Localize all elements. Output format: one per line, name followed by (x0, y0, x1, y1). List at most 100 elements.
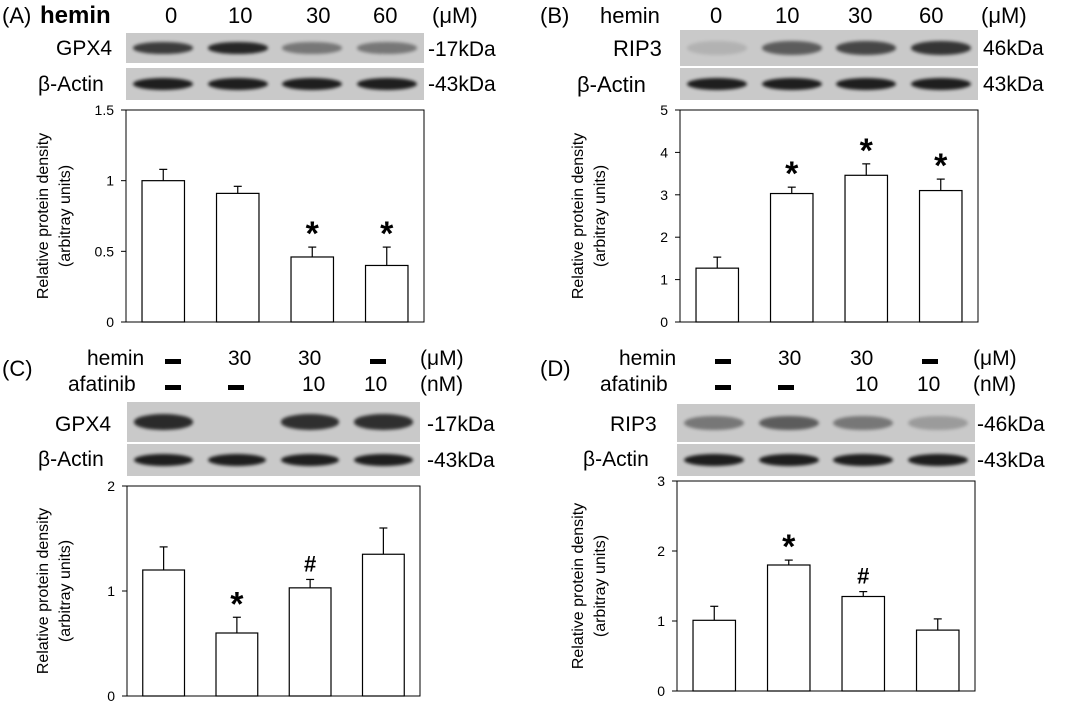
unit-label: (nM) (420, 373, 464, 396)
minus-sign (228, 384, 244, 390)
protein-label: GPX4 (55, 413, 112, 436)
size-marker: 46kDa (983, 37, 1044, 60)
protein-label: GPX4 (56, 37, 113, 60)
bar-chart-c: 0 1 2 Relative protein density (arbitray uni… (35, 478, 421, 704)
minus-sign (715, 384, 731, 390)
bar (361, 553, 405, 697)
minus-sign (778, 384, 794, 390)
blot-band (910, 77, 971, 91)
blot-band (356, 42, 417, 54)
bar (844, 174, 889, 323)
minus-sign (370, 358, 386, 364)
blot-band (280, 414, 340, 430)
panel-letter: (A) (2, 3, 32, 28)
unit-label: (μM) (981, 3, 1027, 28)
significance-asterisk: * (380, 215, 394, 253)
western-blot-actin (126, 68, 424, 100)
y-tick-label: 0 (106, 314, 114, 330)
y-axis-label: (arbitray units) (592, 165, 609, 267)
size-marker: -43kDa (977, 449, 1045, 472)
hemin-label: hemin (600, 3, 660, 28)
y-axis-label: (arbitray units) (57, 165, 74, 267)
size-marker: -17kDa (428, 38, 496, 61)
hemin-dose: 10 (775, 3, 800, 28)
blot-band (684, 453, 745, 467)
blot-band (684, 415, 745, 431)
bar (766, 564, 811, 692)
blot-band (207, 77, 268, 91)
treatment-cell (715, 376, 731, 397)
blot-band (761, 41, 822, 55)
hemin-dose: 60 (373, 3, 398, 28)
bar (915, 629, 960, 692)
protein-label: RIP3 (613, 36, 662, 61)
y-tick-label: 1 (660, 272, 668, 288)
bar (841, 595, 886, 692)
western-blot-actin (127, 444, 420, 476)
blot-band (910, 41, 971, 55)
y-tick-label: 0 (657, 683, 665, 699)
y-axis-label: Relative protein density (570, 503, 587, 669)
panel-a: (A) hemin 0 10 30 60 (μM) GPX4 -17kDa β-… (0, 0, 530, 340)
y-axis-label: (arbitray units) (592, 535, 609, 637)
western-blot-actin (677, 444, 975, 476)
bar-chart-d: 0 1 2 3 Relative protein density (arbitray un… (570, 473, 976, 699)
plot-frame (676, 480, 976, 692)
blot-band (133, 77, 194, 91)
size-marker: -46kDa (977, 413, 1045, 436)
afatinib-label: afatinib (68, 373, 136, 396)
y-tick-label: 2 (107, 478, 115, 494)
significance-hash: # (857, 564, 869, 589)
treatment-cell (165, 350, 181, 371)
bar (142, 569, 186, 697)
panel-b: (B) hemin 0 10 30 60 (μM) RIP3 46kDa β-A… (535, 0, 1065, 340)
protein-label: β-Actin (583, 448, 649, 471)
bar (692, 619, 737, 692)
treatment-cell (922, 350, 938, 371)
y-tick-label: 5 (660, 102, 668, 118)
hemin-dose: 60 (919, 3, 944, 28)
y-axis-label: Relative protein density (570, 133, 587, 299)
bar (288, 587, 332, 697)
blot-band (134, 453, 193, 467)
y-tick-label: 1.5 (95, 102, 115, 118)
blot-band (280, 453, 340, 467)
treatment-cell (165, 376, 181, 397)
hemin-label: hemin (40, 2, 111, 29)
treatment-cell (715, 350, 731, 371)
blot-band (356, 77, 417, 91)
blot-band (134, 414, 193, 430)
size-marker: -43kDa (427, 449, 495, 472)
treatment-cell: 30 (778, 347, 802, 370)
treatment-cell: 30 (850, 347, 874, 370)
significance-asterisk: * (934, 147, 948, 185)
y-tick-label: 1 (106, 173, 114, 189)
blot-band (133, 42, 194, 54)
minus-sign (715, 358, 731, 364)
hemin-dose: 10 (228, 3, 253, 28)
protein-label: β-Actin (38, 448, 104, 471)
hemin-dose: 0 (165, 3, 178, 28)
panel-d: (D) hemin 30 30 (μM) afatinib 10 10 (nM)… (535, 340, 1065, 705)
y-tick-label: 3 (657, 473, 665, 489)
blot-band (907, 453, 968, 467)
western-blot-gpx4 (127, 402, 420, 442)
size-marker: 43kDa (983, 73, 1044, 96)
size-marker: -43kDa (428, 73, 496, 96)
plot-frame (125, 109, 425, 323)
protein-label: RIP3 (610, 413, 657, 436)
bar (290, 256, 335, 323)
y-axis-label: Relative protein density (35, 508, 52, 674)
significance-hash: # (304, 551, 316, 576)
y-tick-label: 0.5 (95, 243, 115, 259)
hemin-label: hemin (619, 347, 677, 370)
y-axis-label: Relative protein density (35, 133, 52, 299)
unit-label: (nM) (973, 373, 1017, 396)
unit-label: (μM) (973, 347, 1017, 370)
significance-asterisk: * (782, 528, 796, 566)
bar-chart-b: 0 1 2 3 4 5 Relative protein density (arbitray … (570, 102, 979, 330)
hemin-dose: 0 (710, 3, 723, 28)
bar-chart-a: 0 0.5 1 1.5 Relative protein density (arbitra… (35, 102, 425, 330)
blot-band (761, 77, 822, 91)
protein-label: β-Actin (38, 73, 104, 96)
